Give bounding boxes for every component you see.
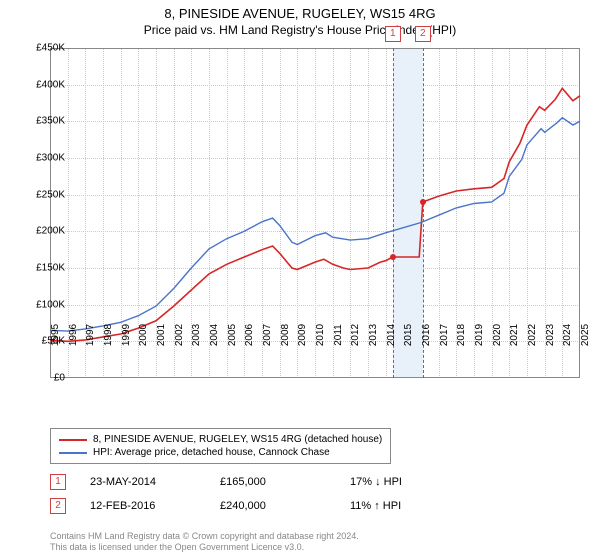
- y-axis-label: £150K: [15, 263, 65, 274]
- transaction-delta-2: 11% ↑ HPI: [350, 500, 480, 512]
- transaction-price-2: £240,000: [220, 500, 350, 512]
- footer: Contains HM Land Registry data © Crown c…: [50, 531, 359, 554]
- transaction-marker-1: 1: [50, 474, 66, 490]
- x-axis-label: 1996: [68, 324, 79, 346]
- x-axis-label: 2011: [333, 324, 344, 346]
- legend-swatch-1: [59, 439, 87, 441]
- x-axis-label: 2009: [297, 324, 308, 346]
- x-axis-label: 2025: [580, 324, 591, 346]
- x-axis-label: 2000: [138, 324, 149, 346]
- transaction-price-1: £165,000: [220, 476, 350, 488]
- x-axis-label: 2010: [315, 324, 326, 346]
- x-axis-label: 1997: [85, 324, 96, 346]
- x-axis-label: 2019: [474, 324, 485, 346]
- x-axis-label: 2005: [227, 324, 238, 346]
- x-axis-label: 2023: [545, 324, 556, 346]
- x-axis-label: 2003: [191, 324, 202, 346]
- x-axis-label: 2007: [262, 324, 273, 346]
- x-axis-label: 2006: [244, 324, 255, 346]
- transaction-date-1: 23-MAY-2014: [90, 476, 220, 488]
- x-axis-label: 2008: [280, 324, 291, 346]
- x-axis-label: 2001: [156, 324, 167, 346]
- marker-dot: [420, 199, 426, 205]
- footer-line-1: Contains HM Land Registry data © Crown c…: [50, 531, 359, 543]
- series-line: [50, 118, 580, 331]
- x-axis-label: 2014: [386, 324, 397, 346]
- x-axis-label: 2022: [527, 324, 538, 346]
- chart-container: 8, PINESIDE AVENUE, RUGELEY, WS15 4RG Pr…: [0, 0, 600, 560]
- y-axis-label: £0: [15, 373, 65, 384]
- legend-item-1: 8, PINESIDE AVENUE, RUGELEY, WS15 4RG (d…: [59, 433, 382, 446]
- x-axis-label: 1998: [103, 324, 114, 346]
- transaction-row-1: 1 23-MAY-2014 £165,000 17% ↓ HPI: [50, 474, 480, 490]
- x-axis-label: 2020: [492, 324, 503, 346]
- x-axis-label: 1995: [50, 324, 61, 346]
- footer-line-2: This data is licensed under the Open Gov…: [50, 542, 359, 554]
- series-line: [50, 88, 580, 341]
- x-axis-label: 2004: [209, 324, 220, 346]
- chart-title: 8, PINESIDE AVENUE, RUGELEY, WS15 4RG: [0, 0, 600, 21]
- transaction-marker-2: 2: [50, 498, 66, 514]
- x-axis-label: 2024: [562, 324, 573, 346]
- x-axis-label: 2016: [421, 324, 432, 346]
- y-axis-label: £250K: [15, 189, 65, 200]
- legend-swatch-2: [59, 452, 87, 454]
- y-axis-label: £300K: [15, 153, 65, 164]
- x-axis-label: 2021: [509, 324, 520, 346]
- x-axis-label: 1999: [121, 324, 132, 346]
- transaction-delta-1: 17% ↓ HPI: [350, 476, 480, 488]
- marker-box: 1: [385, 26, 401, 42]
- y-axis-label: £350K: [15, 116, 65, 127]
- transaction-date-2: 12-FEB-2016: [90, 500, 220, 512]
- x-axis-label: 2018: [456, 324, 467, 346]
- y-axis-label: £100K: [15, 299, 65, 310]
- marker-dot: [390, 254, 396, 260]
- legend: 8, PINESIDE AVENUE, RUGELEY, WS15 4RG (d…: [50, 428, 391, 464]
- x-axis-label: 2002: [174, 324, 185, 346]
- marker-box: 2: [415, 26, 431, 42]
- legend-label-1: 8, PINESIDE AVENUE, RUGELEY, WS15 4RG (d…: [93, 434, 382, 445]
- y-axis-label: £200K: [15, 226, 65, 237]
- x-axis-label: 2013: [368, 324, 379, 346]
- x-axis-label: 2017: [439, 324, 450, 346]
- y-axis-label: £450K: [15, 43, 65, 54]
- y-axis-label: £400K: [15, 79, 65, 90]
- chart-subtitle: Price paid vs. HM Land Registry's House …: [0, 21, 600, 41]
- x-axis-label: 2015: [403, 324, 414, 346]
- transaction-row-2: 2 12-FEB-2016 £240,000 11% ↑ HPI: [50, 498, 480, 514]
- legend-item-2: HPI: Average price, detached house, Cann…: [59, 446, 382, 459]
- x-axis-label: 2012: [350, 324, 361, 346]
- legend-label-2: HPI: Average price, detached house, Cann…: [93, 447, 330, 458]
